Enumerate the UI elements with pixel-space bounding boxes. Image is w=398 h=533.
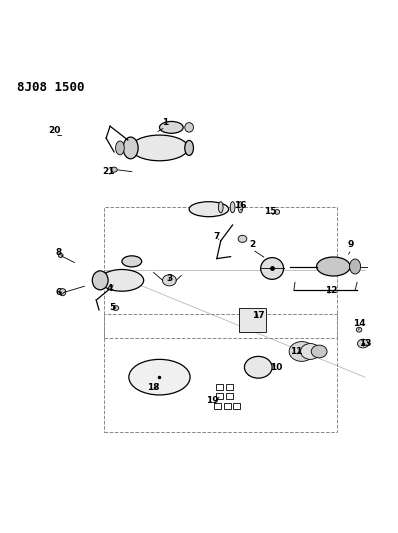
Ellipse shape [185, 140, 193, 156]
Text: 11: 11 [290, 347, 302, 356]
Bar [226, 384, 233, 390]
Bar [104, 314, 338, 432]
Ellipse shape [122, 256, 142, 267]
Ellipse shape [357, 339, 369, 348]
Text: 15: 15 [264, 207, 276, 216]
Ellipse shape [115, 141, 124, 155]
Text: 9: 9 [348, 240, 354, 249]
Text: 21: 21 [102, 167, 114, 176]
Ellipse shape [219, 201, 223, 213]
Ellipse shape [58, 254, 63, 257]
Text: 10: 10 [270, 363, 282, 372]
Ellipse shape [311, 345, 327, 358]
Ellipse shape [123, 137, 138, 159]
Ellipse shape [129, 359, 190, 395]
Text: 5: 5 [109, 303, 115, 312]
Ellipse shape [261, 257, 284, 279]
Ellipse shape [275, 209, 280, 214]
Ellipse shape [113, 305, 119, 310]
Text: 8J08 1500: 8J08 1500 [17, 80, 85, 94]
Ellipse shape [238, 201, 243, 213]
Ellipse shape [230, 201, 235, 213]
Ellipse shape [189, 201, 228, 217]
Text: 6: 6 [56, 288, 62, 297]
Text: 13: 13 [359, 339, 371, 348]
Ellipse shape [160, 122, 183, 133]
Bar [238, 308, 266, 332]
Ellipse shape [316, 257, 350, 276]
Ellipse shape [185, 123, 193, 132]
Text: 1: 1 [162, 118, 168, 127]
Text: 3: 3 [166, 274, 172, 283]
Text: 20: 20 [49, 126, 61, 135]
Ellipse shape [356, 327, 362, 332]
Bar [214, 403, 221, 409]
Bar [262, 360, 267, 364]
Bar [248, 360, 253, 364]
Text: 4: 4 [107, 284, 113, 293]
Bar [244, 313, 252, 319]
Ellipse shape [131, 135, 188, 161]
Bar [104, 207, 338, 337]
Text: 8: 8 [56, 248, 62, 257]
Bar [216, 393, 223, 399]
Text: 7: 7 [214, 232, 220, 241]
Text: 2: 2 [249, 240, 256, 249]
Ellipse shape [349, 259, 361, 274]
Ellipse shape [100, 270, 144, 291]
Text: 19: 19 [207, 397, 219, 406]
Bar [226, 393, 233, 399]
Bar [216, 384, 223, 390]
Ellipse shape [162, 275, 176, 286]
Bar [248, 372, 253, 375]
Ellipse shape [244, 357, 272, 378]
Ellipse shape [238, 235, 247, 243]
Ellipse shape [300, 344, 320, 359]
Ellipse shape [289, 342, 314, 361]
Bar [224, 403, 230, 409]
Ellipse shape [92, 271, 108, 290]
Text: 14: 14 [353, 319, 365, 328]
Text: 18: 18 [147, 383, 160, 392]
Text: 17: 17 [252, 311, 265, 320]
Bar [256, 313, 263, 319]
Bar [233, 403, 240, 409]
Ellipse shape [111, 167, 117, 172]
Ellipse shape [59, 289, 66, 296]
Bar [262, 372, 267, 375]
Text: 16: 16 [234, 201, 247, 210]
Text: 12: 12 [325, 286, 338, 295]
